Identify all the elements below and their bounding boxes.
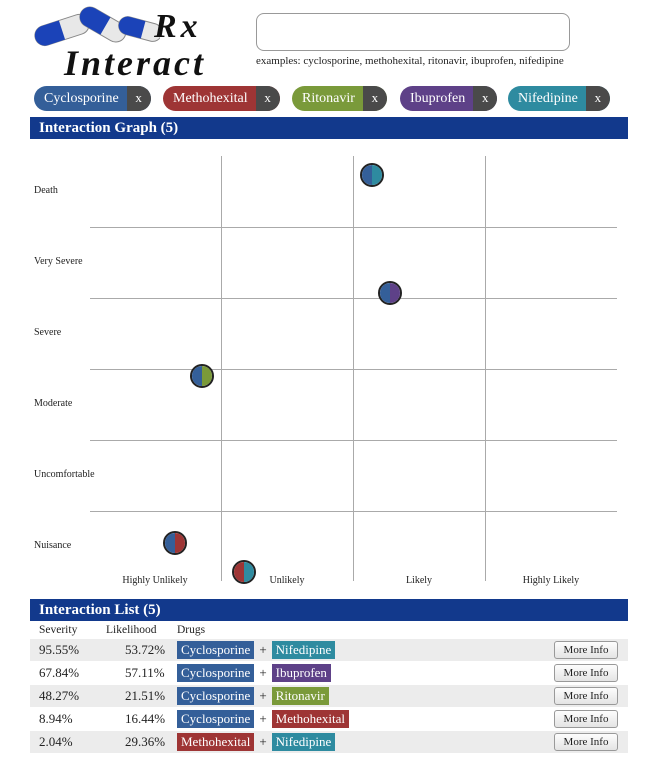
remove-tag-button[interactable]: x	[126, 86, 151, 111]
likelihood-value: 57.11%	[125, 665, 165, 680]
drug-badge: Cyclosporine	[177, 687, 255, 705]
grid-horizontal-line	[90, 440, 617, 441]
severity-label-severe: Severe	[34, 327, 62, 338]
plus-sign: +	[259, 642, 267, 657]
drug-badge: Nifedipine	[271, 641, 336, 659]
drug-badge: Cyclosporine	[177, 641, 255, 659]
grid-horizontal-line	[90, 298, 617, 299]
interaction-dot-cyclosporine-nifedipine[interactable]	[360, 163, 384, 187]
column-header-severity: Severity	[39, 624, 78, 636]
drug-badge: Methohexital	[177, 733, 255, 751]
grid-vertical-line	[221, 156, 222, 581]
severity-label-moderate: Moderate	[34, 398, 73, 409]
severity-value: 8.94%	[39, 711, 73, 726]
drug-badge: Nifedipine	[271, 733, 336, 751]
likelihood-label-highly-likely: Highly Likely	[522, 575, 580, 586]
severity-label-very-severe: Very Severe	[34, 256, 83, 267]
tag-nifedipine: Nifedipine x	[508, 86, 610, 111]
severity-value: 48.27%	[39, 688, 80, 703]
likelihood-label-highly-unlikely: Highly Unlikely	[122, 575, 188, 586]
column-header-drugs: Drugs	[177, 624, 206, 636]
logo-rx-text: Rx	[154, 8, 202, 45]
severity-label-death: Death	[34, 185, 58, 196]
likelihood-label-unlikely: Unlikely	[269, 575, 305, 586]
severity-value: 2.04%	[39, 734, 73, 749]
app-logo: Rx Interact	[30, 4, 215, 83]
tag-label: Cyclosporine	[44, 91, 119, 106]
tag-label: Methohexital	[173, 91, 248, 106]
plus-sign: +	[259, 734, 267, 749]
grid-vertical-line	[485, 156, 486, 581]
likelihood-label-likely: Likely	[405, 575, 433, 586]
pill-capsules-icon	[34, 6, 160, 47]
drug-pair: Methohexital + Nifedipine	[177, 733, 336, 751]
tag-ibuprofen: Ibuprofen x	[400, 86, 498, 111]
grid-horizontal-line	[90, 227, 617, 228]
more-info-button[interactable]: More Info	[554, 664, 618, 682]
drug-badge: Ritonavir	[271, 687, 329, 705]
likelihood-value: 16.44%	[125, 711, 166, 726]
search-examples: examples: cyclosporine, methohexital, ri…	[256, 55, 564, 67]
severity-label-uncomfortable: Uncomfortable	[34, 469, 95, 480]
drug-pair: Cyclosporine + Ritonavir	[177, 687, 329, 705]
tag-cyclosporine: Cyclosporine x	[34, 86, 151, 111]
likelihood-value: 53.72%	[125, 642, 166, 657]
remove-tag-button[interactable]: x	[362, 86, 387, 111]
plus-sign: +	[259, 665, 267, 680]
likelihood-value: 29.36%	[125, 734, 166, 749]
drug-pair: Cyclosporine + Nifedipine	[177, 641, 336, 659]
table-row: 48.27% 21.51% Cyclosporine + Ritonavir M…	[30, 685, 628, 707]
interaction-graph: Death Very Severe Severe Moderate Uncomf…	[30, 142, 628, 592]
interaction-dot-cyclosporine-ritonavir[interactable]	[190, 364, 214, 388]
drug-badge: Methohexital	[271, 710, 349, 728]
table-row: 95.55% 53.72% Cyclosporine + Nifedipine …	[30, 639, 628, 661]
drug-badge: Cyclosporine	[177, 710, 255, 728]
table-row: 8.94% 16.44% Cyclosporine + Methohexital…	[30, 708, 628, 730]
interaction-dot-cyclosporine-ibuprofen[interactable]	[378, 281, 402, 305]
more-info-button[interactable]: More Info	[554, 733, 618, 751]
drug-pair: Cyclosporine + Ibuprofen	[177, 664, 331, 682]
tag-methohexital: Methohexital x	[163, 86, 280, 111]
tag-label: Nifedipine	[518, 91, 578, 106]
tag-ritonavir: Ritonavir x	[292, 86, 387, 111]
plus-sign: +	[259, 688, 267, 703]
tag-label: Ritonavir	[302, 91, 355, 106]
severity-value: 67.84%	[39, 665, 80, 680]
table-row: 2.04% 29.36% Methohexital + Nifedipine M…	[30, 731, 628, 753]
severity-value: 95.55%	[39, 642, 80, 657]
remove-tag-button[interactable]: x	[585, 86, 610, 111]
drug-pair: Cyclosporine + Methohexital	[177, 710, 349, 728]
interaction-dot-cyclosporine-methohexital[interactable]	[163, 531, 187, 555]
interaction-list-header: Interaction List (5)	[30, 599, 628, 621]
grid-horizontal-line	[90, 369, 617, 370]
remove-tag-button[interactable]: x	[473, 86, 498, 111]
drug-badge: Ibuprofen	[271, 664, 331, 682]
likelihood-value: 21.51%	[125, 688, 166, 703]
drug-badge: Cyclosporine	[177, 664, 255, 682]
interaction-graph-header: Interaction Graph (5)	[30, 117, 628, 139]
tag-label: Ibuprofen	[410, 91, 466, 106]
column-header-likelihood: Likelihood	[106, 624, 157, 636]
more-info-button[interactable]: More Info	[554, 710, 618, 728]
interaction-dot-methohexital-nifedipine[interactable]	[232, 560, 256, 584]
severity-label-nuisance: Nuisance	[34, 540, 72, 551]
table-row: 67.84% 57.11% Cyclosporine + Ibuprofen M…	[30, 662, 628, 684]
plus-sign: +	[259, 711, 267, 726]
grid-horizontal-line	[90, 511, 617, 512]
remove-tag-button[interactable]: x	[255, 86, 280, 111]
drug-search-input[interactable]	[256, 13, 570, 51]
more-info-button[interactable]: More Info	[554, 641, 618, 659]
grid-vertical-line	[353, 156, 354, 581]
logo-interact-text: Interact	[64, 43, 207, 83]
more-info-button[interactable]: More Info	[554, 687, 618, 705]
